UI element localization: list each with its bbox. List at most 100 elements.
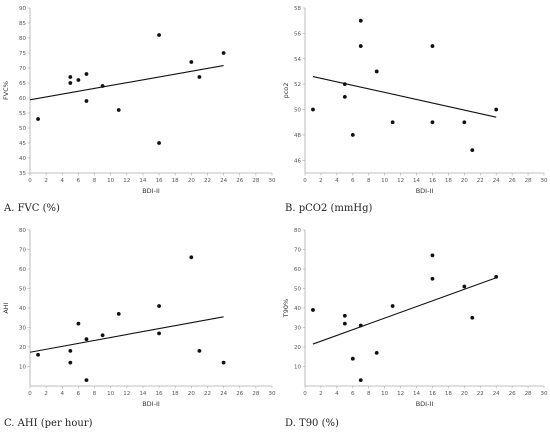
- fvc-y-tick-label: 65: [19, 81, 26, 87]
- pco2-y-tick-label: 50: [294, 108, 301, 114]
- ahi-y-tick-label: 80: [19, 228, 26, 234]
- ahi-x-tick-label: 24: [220, 391, 227, 397]
- ahi-data-point: [197, 349, 202, 353]
- t90-x-tick-label: 12: [397, 391, 404, 397]
- pco2-y-tick-label: 46: [294, 158, 301, 164]
- panel-t90: 0 2 4 6 8 10 12 14 16 18 20 22 24 26 28 30 10 20 30 40 50 60 7…: [280, 222, 550, 412]
- ahi-x-tick-label: 22: [204, 391, 211, 397]
- ahi-data-point: [84, 337, 89, 342]
- pco2-y-tick-label: 58: [294, 6, 301, 12]
- fvc-data-point: [157, 141, 161, 145]
- fvc-x-tick-label: 30: [269, 178, 276, 184]
- fvc-y-tick-label: 80: [19, 36, 26, 42]
- t90-data-point: [311, 308, 315, 312]
- ahi-data-point: [157, 331, 161, 336]
- pco2-x-tick-label: 28: [525, 178, 532, 184]
- fvc-x-tick-label: 20: [188, 178, 195, 184]
- chart-fvc: 0 2 4 6 8 10 12 14 16 18 20 22 24 26 28 303540455055606…: [2, 6, 276, 195]
- ahi-y-tick-label: 40: [19, 306, 26, 312]
- fvc-x-tick-label: 6: [77, 178, 81, 184]
- pco2-x-tick-label: 30: [541, 178, 548, 184]
- pco2-data-point: [462, 120, 467, 125]
- fvc-y-tick-label: 60: [19, 96, 26, 102]
- t90-x-tick-label: 20: [461, 391, 468, 397]
- fvc-data-point: [189, 60, 194, 64]
- fvc-x-tick-label: 14: [139, 178, 146, 184]
- ahi-x-tick-label: 26: [236, 391, 243, 397]
- ahi-x-tick-label: 16: [156, 391, 163, 397]
- fvc-x-tick-label: 28: [252, 178, 259, 184]
- fvc-x-tick-label: 4: [61, 178, 65, 184]
- t90-trend-line: [312, 277, 497, 345]
- t90-x-tick-label: 2: [319, 391, 323, 397]
- ahi-data-point: [36, 352, 40, 357]
- ahi-x-tick-label: 6: [77, 391, 81, 397]
- ahi-trend-line: [29, 316, 224, 353]
- t90-x-tick-label: 30: [541, 391, 548, 397]
- fvc-data-point: [157, 33, 161, 37]
- fvc-x-tick-label: 8: [93, 178, 97, 184]
- fvc-data-point: [68, 81, 73, 85]
- fvc-y-tick-label: 75: [19, 51, 26, 57]
- fvc-data-point: [116, 108, 121, 112]
- t90-data-point: [374, 350, 379, 355]
- fvc-x-tick-label: 0: [28, 178, 32, 184]
- t90-data-point: [470, 315, 475, 320]
- pco2-x-tick-label: 18: [445, 178, 452, 184]
- ahi-x-tick-label: 20: [188, 391, 195, 397]
- fvc-x-tick-label: 12: [123, 178, 130, 184]
- fvc-y-tick-label: 55: [19, 111, 26, 117]
- t90-x-tick-label: 28: [525, 391, 532, 397]
- ahi-data-point: [68, 360, 73, 365]
- fvc-x-axis-label: BDI-II: [142, 187, 160, 195]
- t90-y-tick-label: 30: [294, 326, 301, 332]
- fvc-y-tick-label: 40: [19, 156, 26, 162]
- t90-x-tick-label: 4: [335, 391, 339, 397]
- ahi-y-tick-label: 20: [19, 345, 26, 351]
- pco2-data-point: [390, 120, 395, 125]
- t90-x-tick-label: 0: [303, 391, 307, 397]
- fvc-data-point: [76, 78, 81, 82]
- t90-y-tick-label: 20: [294, 345, 301, 351]
- pco2-x-tick-label: 24: [493, 178, 500, 184]
- fvc-data-point: [100, 84, 105, 88]
- ahi-x-tick-label: 12: [123, 391, 130, 397]
- fvc-y-tick-label: 45: [19, 141, 26, 147]
- ahi-data-point: [116, 311, 121, 316]
- pco2-data-point: [494, 107, 499, 112]
- pco2-data-point: [311, 107, 315, 112]
- ahi-y-tick-label: 30: [19, 326, 26, 332]
- caption-ahi: C. AHI (per hour): [4, 418, 93, 429]
- ahi-x-tick-label: 0: [28, 391, 32, 397]
- t90-data-point: [350, 356, 355, 361]
- fvc-x-tick-label: 24: [220, 178, 227, 184]
- pco2-data-point: [358, 44, 363, 48]
- ahi-x-tick-label: 14: [139, 391, 146, 397]
- fvc-y-axis-label: FVC%: [2, 81, 10, 100]
- t90-data-point: [430, 253, 435, 258]
- t90-x-tick-label: 24: [493, 391, 500, 397]
- t90-x-tick-label: 16: [429, 391, 436, 397]
- pco2-trend-line: [312, 76, 497, 118]
- fvc-data-point: [68, 75, 73, 79]
- pco2-x-tick-label: 4: [335, 178, 339, 184]
- pco2-y-tick-label: 54: [294, 57, 301, 63]
- t90-x-tick-label: 6: [351, 391, 355, 397]
- pco2-x-tick-label: 2: [319, 178, 323, 184]
- panel-ahi: 0 2 4 6 8 10 12 14 16 18 20 22 24 26 28 30 10 20 30 40 50 60 7…: [0, 222, 280, 412]
- ahi-y-tick-label: 50: [19, 287, 26, 293]
- pco2-y-tick-label: 56: [294, 31, 301, 37]
- t90-x-axis-label: BDI-II: [416, 400, 434, 408]
- ahi-x-tick-label: 4: [61, 391, 65, 397]
- fvc-x-tick-label: 26: [236, 178, 243, 184]
- pco2-data-point: [470, 148, 475, 153]
- pco2-x-axis-label: BDI-II: [416, 187, 434, 195]
- caption-fvc: A. FVC (%): [4, 203, 60, 214]
- pco2-x-tick-label: 12: [397, 178, 404, 184]
- pco2-x-tick-label: 20: [461, 178, 468, 184]
- t90-y-tick-label: 70: [294, 248, 301, 254]
- fvc-x-tick-label: 2: [44, 178, 48, 184]
- t90-data-point: [462, 284, 467, 289]
- t90-data-point: [342, 313, 347, 318]
- t90-data-point: [358, 378, 363, 383]
